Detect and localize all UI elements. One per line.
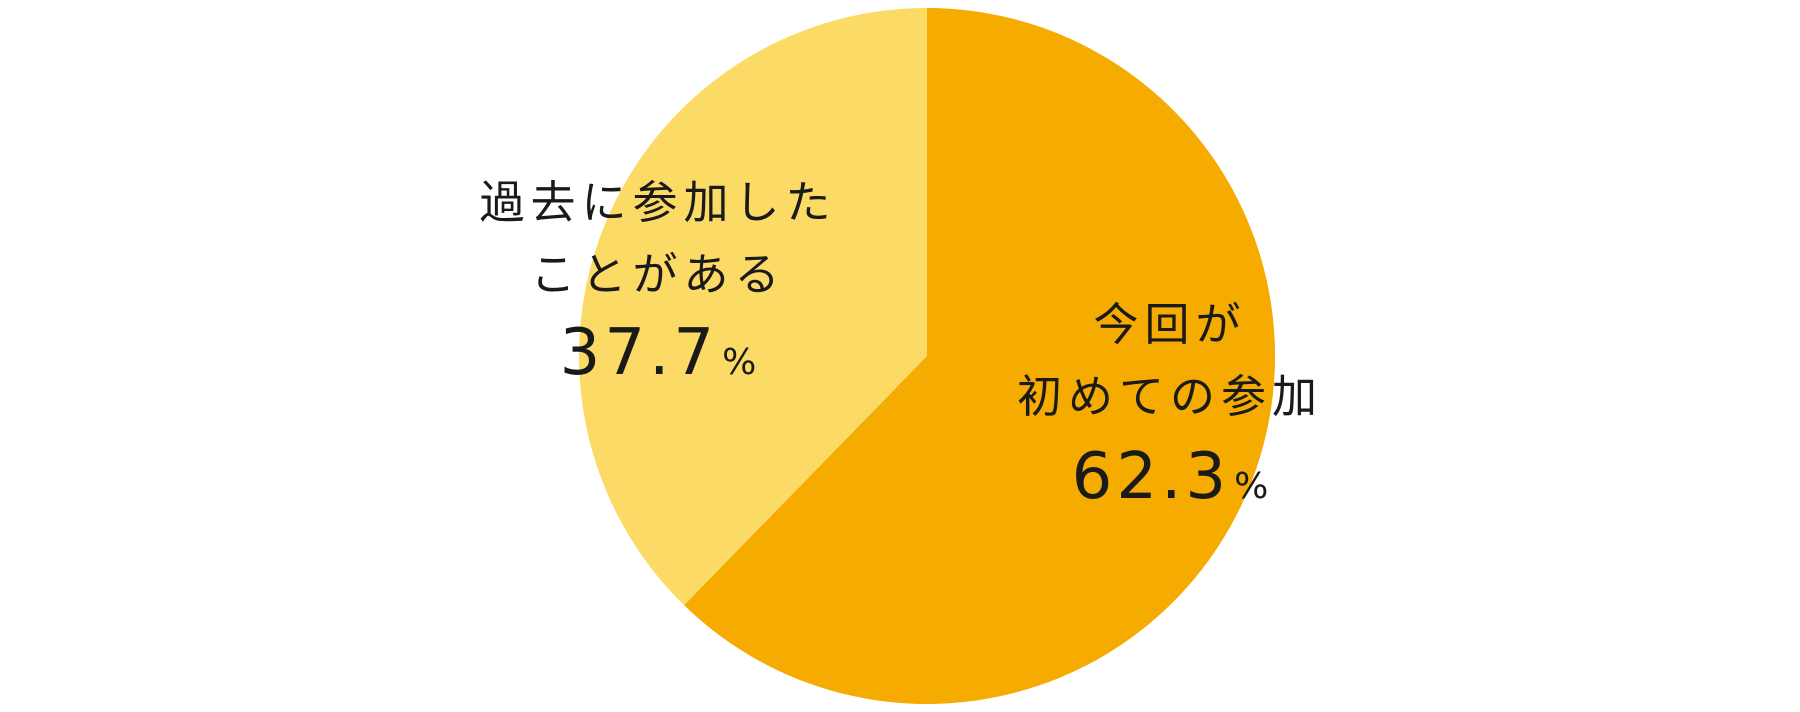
slice-1-label-line-2: ことがある (530, 248, 785, 301)
slice-1-value: 37.7 (560, 316, 719, 390)
pie-slice-1 (578, 8, 927, 606)
slice-0-unit: % (1234, 466, 1268, 507)
slice-1-label-line-1: 過去に参加した (479, 176, 836, 229)
slice-1-unit: % (722, 342, 756, 383)
pie-slices (578, 8, 1275, 705)
slice-0-label-line-1: 今回が (1093, 298, 1246, 351)
slice-1-value-label: 37.7% (560, 316, 757, 390)
slice-0-value-label: 62.3% (1072, 440, 1269, 514)
slice-0-value: 62.3 (1072, 440, 1231, 514)
pie-slice-0 (684, 8, 1275, 705)
slice-0-label-line-2: 初めての参加 (1017, 370, 1323, 423)
